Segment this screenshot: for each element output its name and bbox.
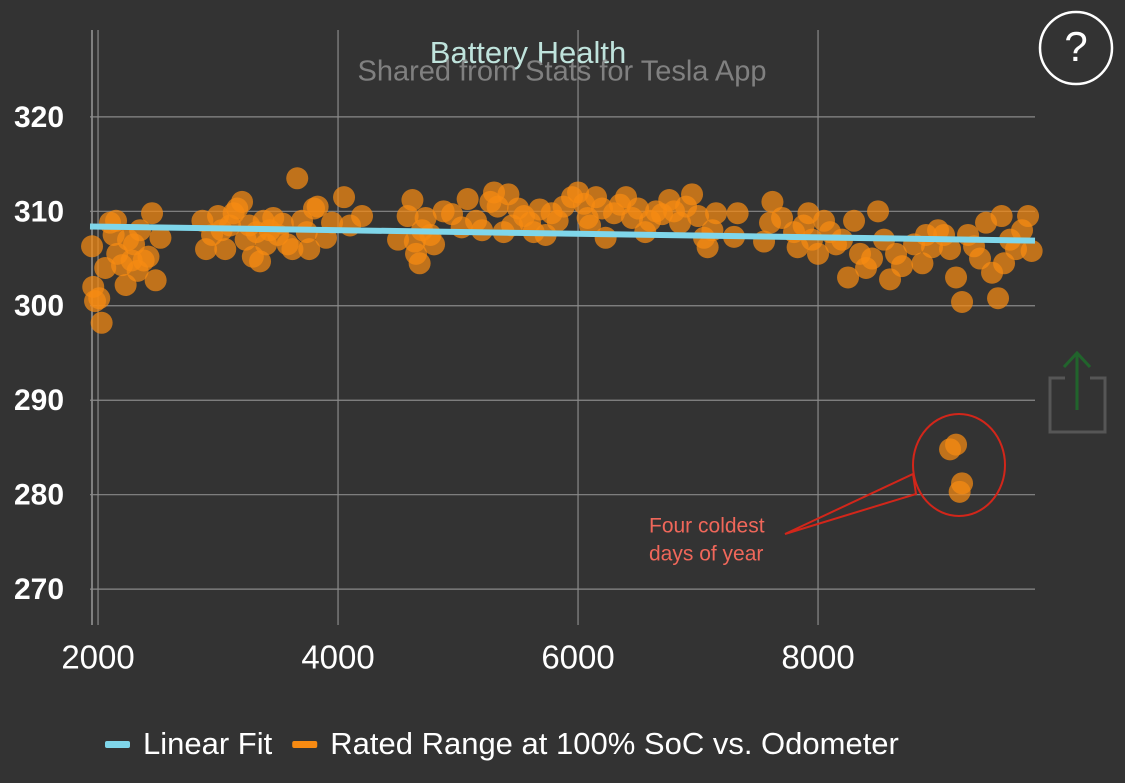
point [726,202,749,225]
point [141,202,164,225]
point [351,205,374,228]
point [987,287,1010,310]
point [137,245,160,268]
help-label[interactable]: ? [1064,23,1087,70]
point [306,195,329,218]
point [387,228,410,251]
point [144,269,167,292]
y-tick-label: 310 [14,195,64,228]
x-tick-label: 8000 [781,639,854,676]
y-tick-label: 320 [14,101,64,134]
point [861,247,884,270]
point [456,188,479,211]
point [594,226,617,249]
point [837,266,860,289]
point [687,205,710,228]
help-button[interactable]: ? [1038,10,1114,86]
point [807,242,830,265]
point [149,226,172,249]
share-arrow-head[interactable] [1062,350,1092,369]
point [401,189,424,211]
share-box[interactable] [1048,376,1107,434]
legend-label: Linear Fit [143,726,273,761]
point [948,480,971,503]
point [333,186,356,209]
point [231,190,254,213]
y-tick-label: 290 [14,384,64,417]
point [990,205,1013,228]
annotation-text: days of year [649,543,763,566]
annotation-text: Four coldest [649,515,765,538]
y-tick-label: 270 [14,573,64,606]
legend: Linear Fit Rated Range at 100% SoC vs. Od… [105,726,899,761]
x-tick-label: 6000 [541,639,614,676]
point [761,190,784,213]
point [281,238,304,261]
legend-swatch [292,741,318,748]
point [88,287,111,310]
point [120,249,143,272]
point [911,252,934,275]
point [945,433,968,456]
y-tick-label: 300 [14,290,64,323]
x-tick-label: 2000 [61,639,134,676]
point [423,233,446,256]
marks [81,167,1043,503]
point [90,311,113,334]
point [951,291,974,313]
point [696,236,719,259]
help-circle[interactable] [1038,10,1114,86]
annotation-arrow [784,472,918,535]
point [891,255,914,278]
y-tick-label: 280 [14,479,64,512]
point [867,200,890,223]
point [286,167,309,190]
x-tick-label: 4000 [301,639,374,676]
point [1020,240,1043,262]
grid: 270 280 290 300 310 320 2000 4000 6000 8000 [14,30,1035,676]
legend-swatch [105,741,130,748]
point [681,183,704,206]
point [408,252,431,275]
point [249,250,272,273]
chart-subtitle: Shared from Stats for Tesla App [358,56,767,88]
point [1017,205,1040,228]
legend-label: Rated Range at 100% SoC vs. Odometer [330,726,899,761]
point [81,235,104,258]
annotation-circle [912,413,1006,517]
point [843,209,866,232]
point [414,206,437,229]
point [705,202,728,225]
point [298,238,321,261]
point [214,238,237,261]
point [939,238,962,261]
chart-title: Battery Health [430,35,626,70]
fit-line [89,223,1036,244]
share-button[interactable] [1048,350,1107,434]
point [945,266,968,289]
